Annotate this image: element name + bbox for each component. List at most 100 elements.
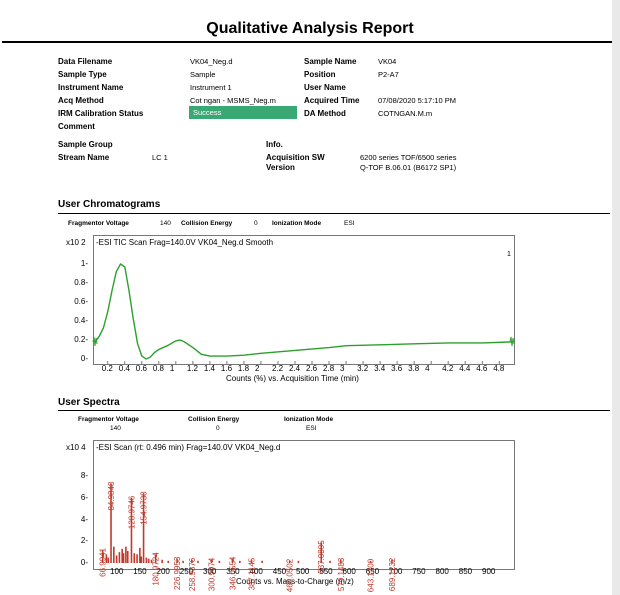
chrom-x-tick: 3.4	[374, 364, 386, 373]
da-method-value: COTNGAN.M.m	[378, 109, 433, 118]
instrument-name-label: Instrument Name	[58, 83, 124, 92]
acquired-time-value: 07/08/2020 5:17:10 PM	[378, 96, 456, 105]
stream-name-label: Stream Name	[58, 153, 110, 162]
data-filename-label: Data Filename	[58, 57, 113, 66]
da-method-label: DA Method	[304, 109, 346, 118]
chrom-x-tick: 3.6	[391, 364, 403, 373]
chrom-x-tick: 4.6	[476, 364, 488, 373]
chrom-x-tick: 0.8	[152, 364, 164, 373]
chrom-x-tick: 3	[340, 364, 345, 373]
version-value: Q-TOF B.06.01 (B6172 SP1)	[360, 163, 457, 172]
spec-fragmentor-value: 140	[110, 425, 121, 432]
info-label: Info.	[266, 140, 283, 149]
spectra-section-title: User Spectra	[58, 397, 120, 408]
chrom-y-multiplier: x10 2	[66, 238, 86, 247]
page-edge	[612, 0, 620, 595]
spec-plot-label: -ESI Scan (rt: 0.496 min) Frag=140.0V VK…	[96, 443, 281, 452]
spec-fragmentor-label: Fragmentor Voltage	[78, 416, 139, 423]
spec-ionization-label: Ionization Mode	[284, 416, 334, 423]
chrom-x-axis-title: Counts (%) vs. Acquisition Time (min)	[226, 374, 359, 383]
spec-collision-label: Collision Energy	[188, 416, 240, 423]
spec-x-tick: 200	[156, 567, 170, 576]
chrom-fragmentor-label: Fragmentor Voltage	[68, 220, 129, 227]
spec-y-tick: 2-	[80, 536, 88, 546]
chrom-y-tick: 1-	[80, 259, 88, 268]
chrom-ionization-label: Ionization Mode	[272, 220, 322, 227]
chrom-x-tick: 4.2	[442, 364, 454, 373]
chrom-fragmentor-value: 140	[160, 220, 171, 227]
spec-x-tick: 100	[110, 567, 124, 576]
acq-method-label: Acq Method	[58, 96, 104, 105]
chrom-x-tick: 1	[169, 364, 175, 373]
chrom-y-tick: 0.2-	[74, 335, 88, 344]
spec-x-tick: 150	[133, 567, 147, 576]
spec-ionization-value: ESI	[306, 425, 317, 432]
spec-x-tick: 600	[342, 567, 356, 576]
comment-label: Comment	[58, 122, 95, 131]
chrom-x-tick: 1.8	[237, 364, 250, 373]
chrom-trace-number: 1	[507, 251, 511, 258]
spec-x-tick: 700	[389, 567, 403, 576]
spec-x-tick: 850	[458, 567, 473, 576]
sample-group-label: Sample Group	[58, 140, 113, 149]
chrom-collision-value: 0	[254, 220, 258, 227]
chrom-x-tick: 4.4	[459, 364, 471, 373]
chrom-y-tick: 0.6-	[74, 297, 88, 306]
irm-status-text: Success	[193, 108, 222, 117]
chrom-x-tick: 0.6	[135, 364, 147, 373]
spec-y-tick: 6-	[80, 492, 88, 502]
spec-y-tick: 4-	[80, 514, 88, 524]
spec-collision-value: 0	[216, 425, 220, 432]
acquisition-sw-value: 6200 series TOF/6500 series	[360, 153, 457, 162]
sample-name-label: Sample Name	[304, 57, 357, 66]
spec-x-tick: 750	[412, 567, 426, 576]
chrom-x-tick: 2	[254, 364, 260, 373]
sample-type-label: Sample Type	[58, 70, 107, 79]
stream-name-value: LC 1	[152, 153, 168, 162]
chrom-plot-label: -ESI TIC Scan Frag=140.0V VK04_Neg.d Smo…	[96, 238, 274, 247]
chrom-y-tick: 0.8-	[74, 278, 88, 287]
irm-status-badge: Success	[189, 106, 297, 119]
chrom-x-tick: 0.4	[118, 364, 130, 373]
chrom-x-tick: 2.8	[323, 364, 335, 373]
chromatograms-rule	[58, 213, 610, 214]
data-filename-value: VK04_Neg.d	[190, 57, 233, 66]
chrom-x-tick: 1.4	[203, 364, 215, 373]
user-name-label: User Name	[304, 83, 346, 92]
chrom-y-tick: 0.4-	[74, 316, 88, 325]
chrom-ionization-value: ESI	[344, 220, 355, 227]
acquired-time-label: Acquired Time	[304, 96, 360, 105]
irm-calibration-label: IRM Calibration Status	[58, 109, 144, 118]
chromatograms-section-title: User Chromatograms	[58, 199, 161, 210]
chrom-collision-label: Collision Energy	[181, 220, 233, 227]
position-label: Position	[304, 70, 336, 79]
chrom-x-tick: 1.2	[186, 364, 198, 373]
chrom-y-tick: 0-	[80, 354, 88, 363]
spec-x-tick: 550	[319, 567, 333, 576]
spec-x-tick: 900	[482, 567, 496, 576]
chrom-x-tick: 4	[425, 364, 430, 373]
spec-y-multiplier: x10 4	[66, 443, 86, 452]
chrom-x-tick: 3.8	[408, 364, 420, 373]
chrom-x-tick: 3.2	[357, 364, 369, 373]
sample-type-value: Sample	[190, 70, 216, 79]
instrument-name-value: Instrument 1	[190, 83, 232, 92]
chrom-x-tick: 4.8	[493, 364, 505, 373]
report-title: Qualitative Analysis Report	[206, 20, 414, 37]
spec-x-tick: 500	[296, 567, 310, 576]
title-rule	[2, 41, 612, 43]
chrom-x-tick: 2.4	[288, 364, 301, 373]
spec-x-tick: 350	[226, 567, 240, 576]
spectra-plot-frame	[93, 440, 515, 570]
position-value: P2-A7	[378, 70, 399, 79]
spec-y-tick: 8-	[80, 471, 88, 480]
acq-method-value: Cot ngan - MSMS_Neg.m	[190, 96, 276, 105]
acquisition-sw-label: Acquisition SW	[266, 153, 325, 162]
chrom-x-tick: 2.6	[306, 364, 318, 373]
spectra-rule	[58, 410, 610, 411]
sample-name-value: VK04	[378, 57, 397, 66]
chrom-x-tick: 0.2	[101, 364, 113, 373]
spec-x-tick: 300	[203, 567, 217, 576]
spec-x-tick: 400	[249, 567, 263, 576]
